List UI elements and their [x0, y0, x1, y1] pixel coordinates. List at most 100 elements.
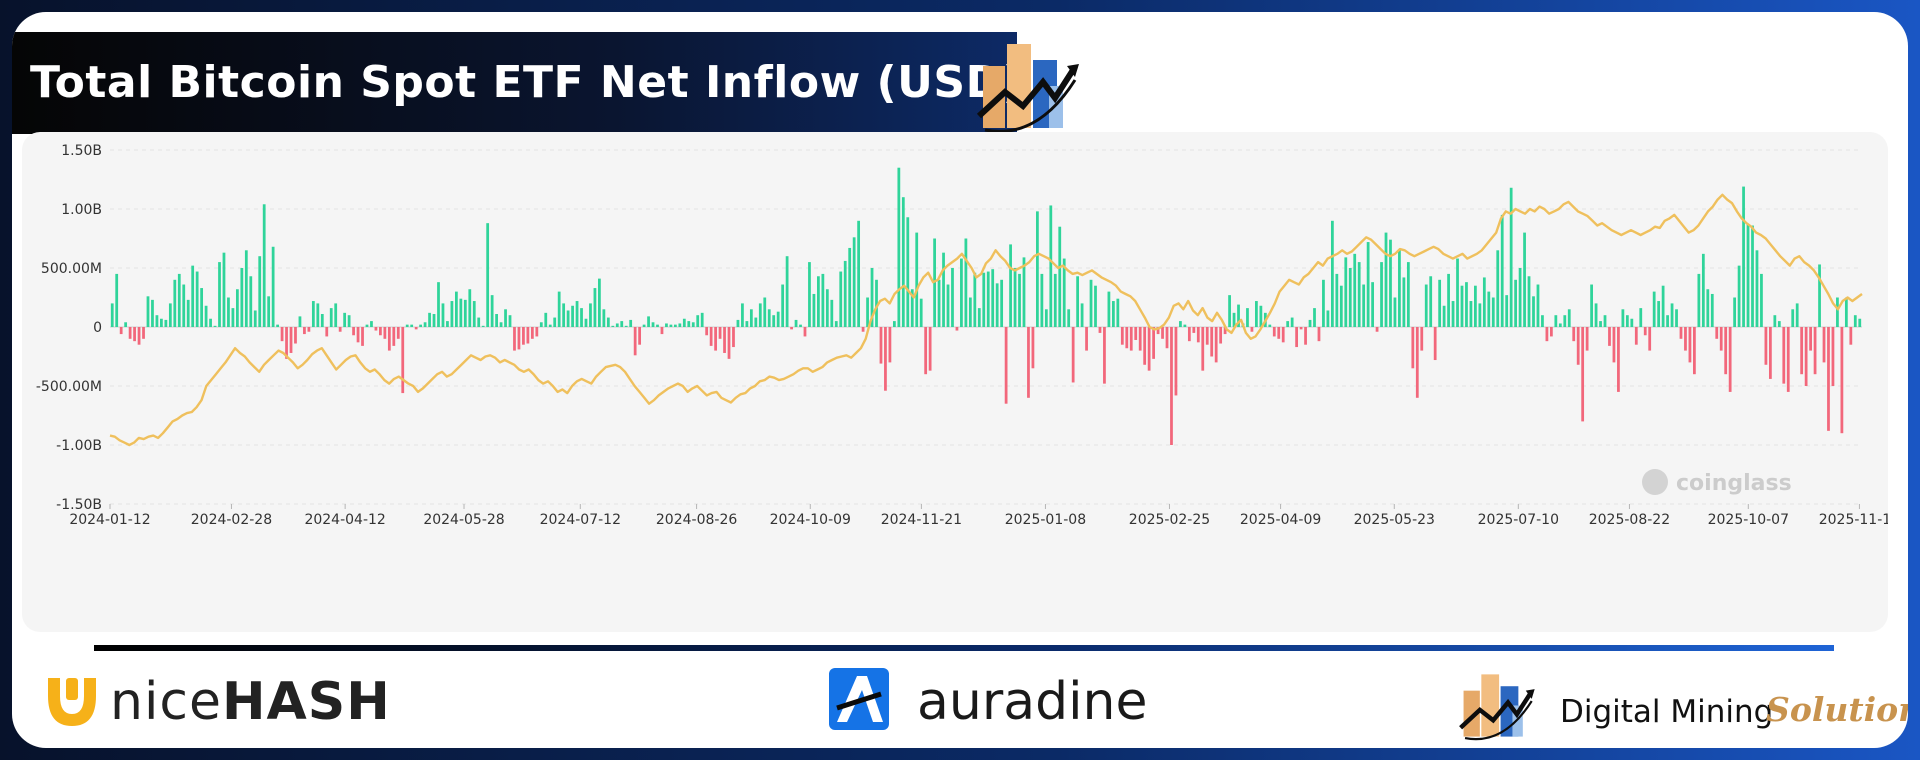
inflow-bar	[222, 252, 226, 327]
inflow-bar	[173, 279, 177, 327]
inflow-bar	[128, 327, 132, 339]
inflow-bar	[1554, 315, 1558, 327]
inflow-bar	[437, 282, 440, 327]
inflow-bar	[647, 316, 650, 327]
inflow-bar	[758, 303, 762, 327]
inflow-bar	[1688, 327, 1692, 363]
inflow-bar	[383, 327, 387, 339]
inflow-bar	[1406, 262, 1410, 327]
inflow-bar	[1657, 301, 1661, 327]
inflow-bar	[553, 317, 557, 327]
inflow-bar	[1585, 327, 1589, 351]
inflow-bar	[182, 284, 186, 327]
y-tick-label: 500.00M	[41, 261, 102, 277]
x-tick-label: 2024-10-09	[770, 512, 851, 528]
x-tick-label: 2024-07-12	[540, 512, 621, 528]
inflow-bar	[897, 167, 901, 327]
inflow-bar	[396, 327, 400, 339]
inflow-bar	[790, 327, 793, 330]
inflow-bar	[231, 308, 235, 327]
x-tick-label: 2025-01-08	[1005, 512, 1086, 528]
inflow-bar	[1706, 289, 1710, 327]
inflow-bar	[1098, 327, 1102, 333]
nicehash-mark-icon	[48, 678, 96, 726]
inflow-bar	[1764, 327, 1768, 365]
inflow-bar	[1036, 211, 1039, 327]
inflow-bar	[1643, 327, 1647, 336]
inflow-bar	[325, 327, 329, 337]
inflow-bar	[1232, 312, 1236, 327]
inflow-bar	[338, 327, 342, 332]
inflow-bar	[423, 322, 427, 327]
inflow-bar	[1630, 318, 1634, 327]
inflow-bar	[1326, 310, 1330, 327]
inflow-bar	[821, 273, 825, 327]
inflow-bar	[1223, 327, 1227, 335]
y-tick-label: -1.50B	[56, 497, 102, 513]
inflow-bar	[1733, 297, 1737, 327]
dms-text-primary: Digital Mining	[1560, 694, 1774, 730]
inflow-bar	[834, 321, 838, 327]
inflow-bar	[1022, 257, 1026, 327]
inflow-bar	[1697, 273, 1701, 327]
inflow-bar	[1482, 277, 1486, 327]
inflow-bar	[343, 312, 347, 327]
inflow-bar	[508, 315, 512, 327]
inflow-bar	[1250, 327, 1254, 332]
inflow-bar	[1339, 285, 1343, 327]
inflow-bar	[651, 322, 655, 327]
inflow-bar	[638, 327, 642, 345]
inflow-bar	[656, 324, 659, 327]
inflow-bar	[495, 314, 498, 327]
inflow-bar	[1666, 315, 1669, 327]
inflow-bar	[1523, 232, 1526, 327]
inflow-bar	[419, 324, 423, 327]
inflow-bar	[294, 327, 297, 344]
inflow-bar	[361, 327, 364, 346]
inflow-bar	[718, 327, 722, 339]
inflow-bar	[1259, 305, 1263, 327]
inflow-bar	[1625, 315, 1629, 327]
inflow-bar	[1187, 327, 1191, 342]
inflow-bar	[271, 246, 275, 327]
inflow-bar	[915, 232, 919, 327]
inflow-bar	[1809, 327, 1812, 351]
nicehash-text-bold: HASH	[222, 672, 391, 732]
inflow-bar	[1000, 279, 1004, 327]
inflow-bar	[1433, 327, 1437, 361]
inflow-bar	[1062, 258, 1066, 327]
inflow-bar	[450, 301, 454, 327]
inflow-bar	[115, 273, 119, 327]
inflow-bar	[602, 309, 606, 327]
inflow-bar	[160, 318, 163, 327]
inflow-bar	[1371, 282, 1374, 327]
inflow-bar	[1004, 327, 1008, 404]
inflow-bar	[745, 321, 749, 327]
inflow-bar	[1344, 257, 1348, 327]
inflow-bar	[490, 295, 494, 327]
inflow-bar	[124, 322, 128, 327]
inflow-bar	[928, 327, 932, 371]
inflow-bar	[955, 327, 959, 331]
inflow-bar	[379, 327, 382, 336]
inflow-bar	[1474, 285, 1477, 327]
inflow-bar	[218, 262, 221, 327]
inflow-bar	[119, 327, 123, 335]
inflow-bar	[1304, 327, 1307, 345]
inflow-bar	[879, 327, 883, 364]
inflow-bar	[392, 327, 396, 346]
inflow-bar	[624, 325, 628, 327]
inflow-bar	[678, 323, 682, 327]
inflow-bar	[767, 309, 771, 327]
inflow-bar	[1836, 297, 1839, 327]
inflow-bar	[1179, 321, 1182, 327]
inflow-bar	[1760, 273, 1763, 327]
inflow-bar	[1058, 226, 1062, 327]
inflow-bar	[177, 273, 181, 327]
inflow-bar	[575, 301, 579, 327]
inflow-bar	[1424, 284, 1428, 327]
inflow-bar	[1165, 327, 1169, 349]
inflow-bar	[1147, 327, 1151, 371]
inflow-bar	[1648, 327, 1652, 351]
inflow-bar	[303, 327, 306, 335]
